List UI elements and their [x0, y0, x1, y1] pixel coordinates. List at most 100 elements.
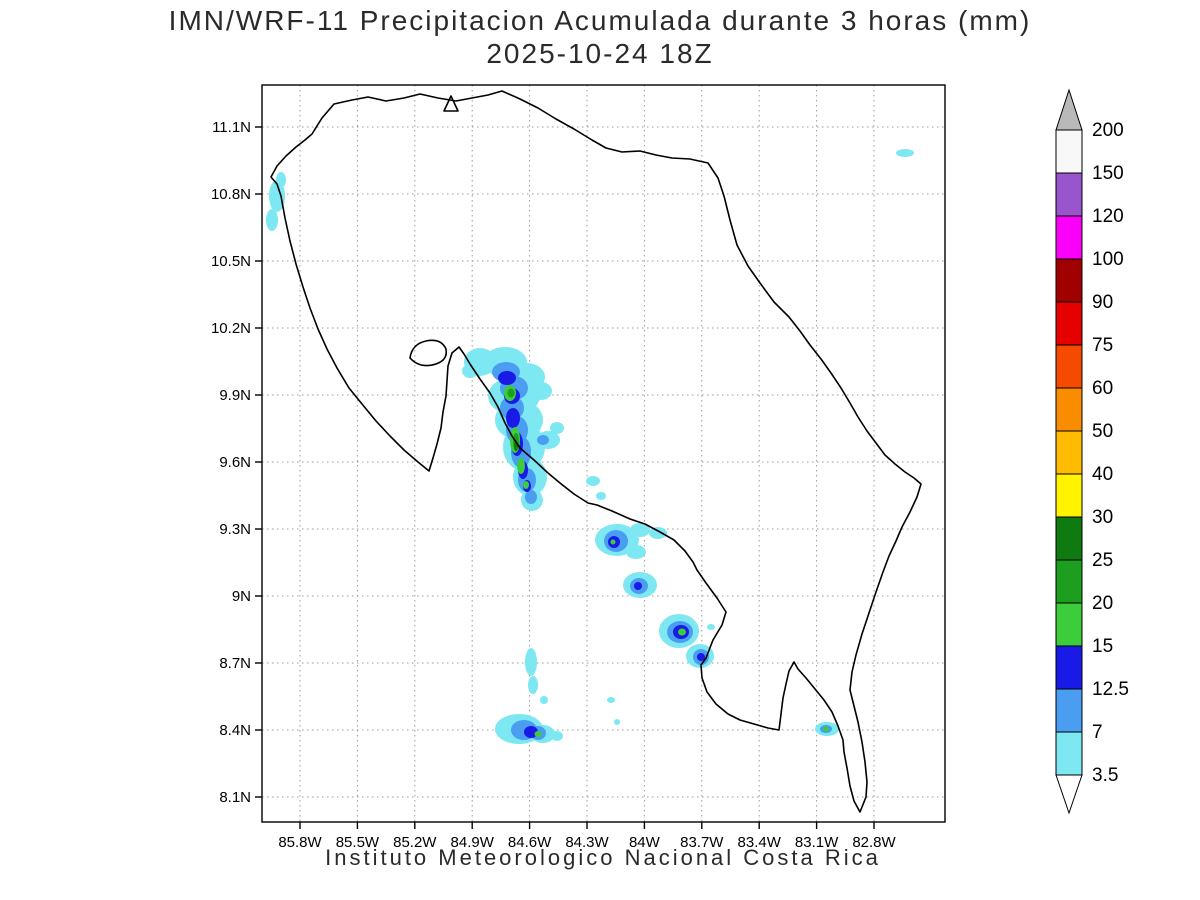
colorbar-segment	[1055, 473, 1083, 518]
lat-tick-label: 9.6N	[219, 454, 251, 471]
colorbar-segment	[1055, 602, 1083, 647]
ellipse-glyph	[707, 624, 715, 630]
lon-tick-label: 84W	[629, 834, 661, 851]
colorbar-segment	[1055, 172, 1083, 217]
ellipse-glyph	[626, 545, 646, 559]
colorbar-label: 90	[1092, 292, 1113, 313]
ellipse-glyph	[697, 653, 705, 661]
lat-tick-label: 11.1N	[212, 119, 251, 136]
ellipse-glyph	[823, 726, 829, 732]
lon-tick-label: 83.7W	[680, 834, 724, 851]
ellipse-glyph	[540, 696, 548, 704]
lon-tick-label: 84.9W	[451, 834, 495, 851]
lat-tick-label: 10.2N	[211, 320, 251, 337]
ellipse-glyph	[276, 172, 286, 188]
gridlines	[262, 85, 945, 822]
colorbar-segment	[1055, 215, 1083, 260]
colorbar-label: 25	[1092, 550, 1113, 571]
ellipse-glyph	[525, 648, 537, 676]
coastline-group	[270, 90, 922, 813]
colorbar-segment	[1055, 344, 1083, 389]
colorbar	[1055, 88, 1083, 815]
lon-tick-label: 83.4W	[738, 834, 782, 851]
ellipse-glyph	[630, 523, 650, 537]
ellipse-glyph	[586, 476, 600, 486]
colorbar-label: 150	[1092, 163, 1124, 184]
colorbar-segment	[1055, 258, 1083, 303]
ellipse-glyph	[551, 731, 563, 741]
lat-tick-label: 8.7N	[219, 655, 251, 672]
ellipse-glyph	[550, 422, 564, 434]
ellipse-glyph	[678, 628, 686, 636]
ellipse-glyph	[462, 364, 478, 378]
ellipse-glyph	[266, 209, 278, 231]
ellipse-glyph	[525, 490, 537, 504]
colorbar-label: 120	[1092, 206, 1124, 227]
precip-level-15mm	[504, 385, 829, 737]
colorbar-over-arrow	[1055, 88, 1083, 131]
ellipse-glyph	[517, 458, 525, 474]
ellipse-glyph	[534, 731, 542, 737]
colorbar-segment	[1055, 645, 1083, 690]
lat-tick-label: 8.1N	[219, 789, 251, 806]
colorbar-label: 75	[1092, 335, 1113, 356]
lat-tick-label: 10.8N	[211, 186, 251, 203]
lon-tick-label: 84.6W	[508, 834, 552, 851]
colorbar-label: 12.5	[1092, 679, 1129, 700]
lat-tick-label: 8.4N	[219, 722, 251, 739]
ellipse-glyph	[537, 435, 549, 445]
ellipse-glyph	[528, 676, 538, 694]
lat-tick-label: 9N	[232, 588, 251, 605]
colorbar-segment	[1055, 688, 1083, 733]
lon-tick-label: 82.8W	[852, 834, 896, 851]
plot-frame	[261, 84, 946, 823]
ellipse-glyph	[614, 719, 620, 725]
title-line-2: 2025-10-24 18Z	[486, 38, 714, 69]
border-triangle-feature	[443, 95, 459, 112]
colorbar-segment	[1055, 129, 1083, 174]
colorbar-segment	[1055, 430, 1083, 475]
colorbar-label: 20	[1092, 593, 1113, 614]
colorbar-label: 100	[1092, 249, 1124, 270]
ellipse-glyph	[649, 527, 667, 539]
colorbar-label: 7	[1092, 722, 1103, 743]
colorbar-label: 30	[1092, 507, 1113, 528]
costa-rica-outline	[270, 90, 922, 813]
lat-tick-label: 9.9N	[219, 387, 251, 404]
lat-tick-label: 10.5N	[211, 253, 251, 270]
colorbar-segment	[1055, 559, 1083, 604]
lon-tick-label: 83.1W	[795, 834, 839, 851]
ellipse-glyph	[524, 726, 538, 738]
title-line-1: IMN/WRF-11 Precipitacion Acumulada duran…	[168, 5, 1032, 36]
lon-tick-label: 85.5W	[336, 834, 380, 851]
colorbar-label: 40	[1092, 464, 1113, 485]
precip-level-7mm	[492, 362, 832, 740]
isla-chira-outline	[409, 339, 448, 367]
colorbar-label: 200	[1092, 120, 1124, 141]
ellipse-glyph	[523, 481, 529, 489]
axis-ticks	[255, 126, 875, 829]
ellipse-glyph	[610, 539, 616, 545]
ellipse-glyph	[896, 149, 914, 157]
plot-title: IMN/WRF-11 Precipitacion Acumulada duran…	[0, 4, 1200, 70]
lat-tick-label: 9.3N	[219, 521, 251, 538]
colorbar-segment	[1055, 387, 1083, 432]
footer-institution: Instituto Meteorologico Nacional Costa R…	[325, 845, 881, 870]
colorbar-label: 50	[1092, 421, 1113, 442]
ellipse-glyph	[634, 582, 642, 590]
ellipse-glyph	[507, 388, 515, 398]
colorbar-under-arrow	[1055, 774, 1083, 815]
lon-tick-label: 84.3W	[565, 834, 609, 851]
colorbar-label: 60	[1092, 378, 1113, 399]
ellipse-glyph	[506, 408, 520, 428]
colorbar-labels: 200 150 120 100 90 75 60 50 40 30 25 20 15 12.5 7 3.5	[1092, 120, 1129, 786]
lon-tick-label: 85.2W	[393, 834, 437, 851]
colorbar-label: 3.5	[1092, 765, 1118, 786]
lon-tick-label: 85.8W	[278, 834, 322, 851]
ellipse-glyph	[607, 697, 615, 703]
ellipse-glyph	[596, 492, 606, 500]
precipitation-overlay	[266, 149, 914, 744]
colorbar-segment	[1055, 301, 1083, 346]
